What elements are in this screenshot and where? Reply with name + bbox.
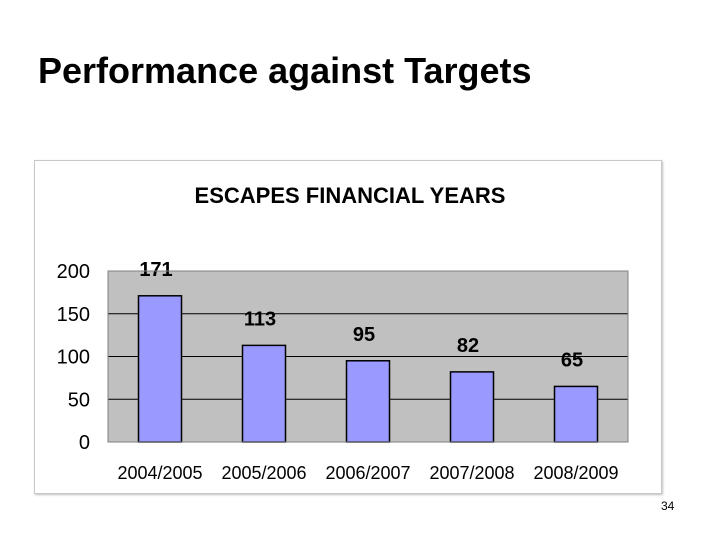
data-label: 65 — [561, 349, 583, 371]
data-label: 171 — [139, 259, 172, 281]
data-label: 95 — [353, 324, 375, 346]
bar — [137, 295, 183, 443]
y-tick-label: 100 — [57, 347, 90, 369]
y-tick-label: 50 — [68, 389, 90, 411]
x-tick-label: 2004/2005 — [117, 463, 202, 483]
y-tick-label: 150 — [57, 304, 90, 326]
bar — [345, 360, 391, 443]
y-tick-label: 0 — [79, 432, 90, 454]
x-tick-label: 2008/2009 — [533, 463, 618, 483]
x-tick-label: 2007/2008 — [429, 463, 514, 483]
x-tick-label: 2005/2006 — [221, 463, 306, 483]
bar — [553, 385, 599, 443]
bar — [449, 371, 495, 443]
slide-title: Performance against Targets — [38, 50, 532, 91]
x-tick-label: 2006/2007 — [325, 463, 410, 483]
y-tick-label: 200 — [57, 261, 90, 283]
data-label: 113 — [244, 308, 276, 330]
bar — [241, 344, 287, 443]
plot-area: 0 50 100 150 200 171 2004/2005 113 2005/2006 95 20… — [57, 259, 629, 483]
chart-title: ESCAPES FINANCIAL YEARS — [195, 183, 506, 208]
page-number: 34 — [661, 499, 675, 513]
data-label: 82 — [457, 335, 479, 357]
plot-border — [107, 270, 629, 443]
